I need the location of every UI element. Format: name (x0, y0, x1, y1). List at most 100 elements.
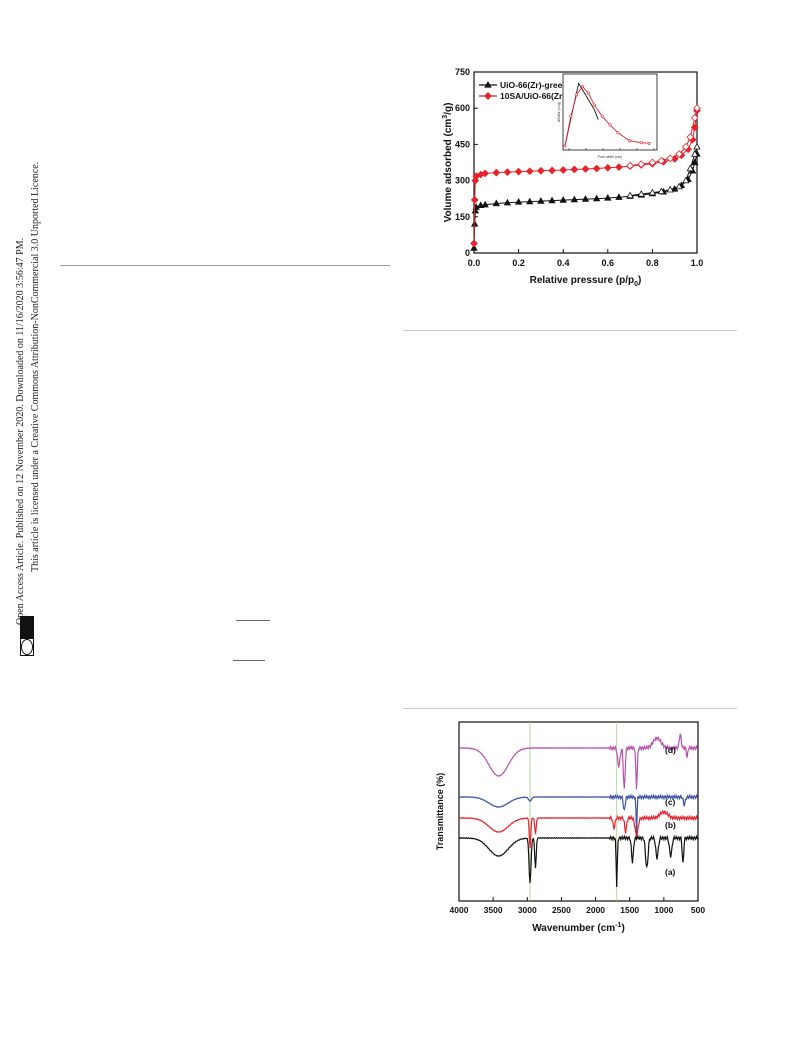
inset-point (581, 85, 585, 89)
x-tick-label: 0.2 (512, 258, 525, 268)
adsorption-point (559, 166, 568, 174)
adsorption-point (526, 197, 534, 205)
adsorption-point (492, 199, 500, 207)
inset-y-label: dV/dW (cc/g) (557, 102, 561, 122)
desorption-point (666, 154, 675, 163)
inset-point (639, 141, 643, 145)
inset-point (569, 114, 573, 118)
series-label: (a) (665, 867, 676, 877)
inset-point (608, 123, 612, 127)
x-tick-label: 1500 (620, 905, 639, 915)
inset-point (600, 114, 604, 118)
fraction-bar-2 (233, 660, 265, 661)
inset-point (563, 144, 567, 148)
desorption-point (626, 161, 634, 170)
y-axis-label: Volume adsorbed (cm3/g) (442, 103, 454, 223)
x-tick-label: 4000 (450, 905, 469, 915)
y-tick-label: 600 (455, 103, 470, 113)
adsorption-point (503, 198, 512, 206)
adsorption-point (470, 244, 478, 251)
adsorption-point (470, 239, 478, 248)
cc-by-nc-badge-icon[interactable] (20, 616, 34, 656)
adsorption-point (481, 169, 490, 178)
adsorption-point (690, 123, 699, 132)
x-tick-label: 2500 (552, 905, 571, 915)
y-tick-label: 0 (465, 248, 470, 258)
adsorption-point (615, 163, 623, 171)
x-tick-label: 500 (691, 905, 705, 915)
x-tick-label: 0.8 (646, 258, 659, 268)
desorption-point (626, 191, 634, 199)
x-tick-label: 0.6 (602, 258, 615, 268)
adsorption-point (525, 167, 534, 176)
x-tick-label: 0.4 (557, 258, 570, 268)
adsorption-point (537, 197, 545, 204)
adsorption-point (503, 168, 512, 177)
adsorption-point (604, 193, 612, 201)
desorption-point (693, 104, 701, 113)
desorption-point (637, 160, 646, 169)
desorption-point (675, 182, 683, 190)
desorption-point (690, 113, 699, 122)
desorption-point (682, 176, 690, 184)
fraction-bar-1 (236, 620, 270, 621)
adsorption-point (537, 166, 545, 175)
adsorption-point (592, 194, 601, 202)
x-tick-label: 3000 (518, 905, 537, 915)
adsorption-point (471, 176, 480, 185)
series-2 (470, 104, 701, 248)
inset-point (647, 141, 651, 145)
adsorption-point (514, 167, 523, 176)
desorption-point (686, 164, 694, 172)
desorption-point (691, 150, 699, 157)
x-tick-label: 0.0 (468, 258, 481, 268)
adsorption-point (581, 195, 590, 202)
series-label: (c) (665, 797, 676, 807)
legend-label: UiO-66(Zr)-green (500, 80, 568, 90)
inset-frame (562, 73, 658, 151)
x-tick-label: 1000 (654, 905, 673, 915)
y-tick-label: 750 (455, 67, 470, 77)
desorption-point (657, 187, 665, 195)
legend-marker (484, 80, 492, 88)
inset-series-2 (564, 85, 650, 147)
adsorption-point (548, 196, 556, 204)
desorption-point (637, 190, 645, 197)
plot-frame (458, 721, 699, 902)
legend-label: 10SA/UiO-66(Zr) (500, 91, 565, 101)
desorption-point (693, 142, 701, 150)
inset-x-label: Pore width (nm) (598, 155, 623, 159)
series-label: (b) (665, 820, 676, 830)
adsorption-point (615, 193, 623, 200)
inset-point (628, 139, 632, 143)
adsorption-point (570, 195, 579, 203)
figure-separator-2 (403, 708, 737, 709)
adsorption-point (603, 163, 612, 172)
y-tick-label: 300 (455, 176, 470, 186)
desorption-point (648, 158, 657, 167)
inset-point (575, 93, 579, 97)
x-axis-label: Wavenumber (cm-1) (532, 922, 625, 934)
spectrum-line (458, 834, 699, 888)
desorption-point (648, 188, 657, 196)
y-tick-label: 150 (455, 212, 470, 222)
inset-point (616, 131, 620, 135)
spectrum-line (458, 809, 699, 849)
x-tick-label: 2000 (586, 905, 605, 915)
x-tick-label: 1.0 (691, 258, 704, 268)
left-column-rule (60, 265, 390, 266)
desorption-point (675, 150, 684, 158)
desorption-point (681, 142, 690, 151)
adsorption-point (492, 168, 501, 177)
desorption-point (686, 133, 695, 142)
spectrum-line (458, 733, 699, 790)
adsorption-point (471, 206, 480, 214)
desorption-point (657, 156, 666, 165)
series-label: (d) (665, 745, 676, 755)
desorption-point (666, 185, 674, 193)
inset-point (592, 103, 596, 107)
adsorption-point (581, 165, 590, 173)
adsorption-point (481, 200, 489, 208)
